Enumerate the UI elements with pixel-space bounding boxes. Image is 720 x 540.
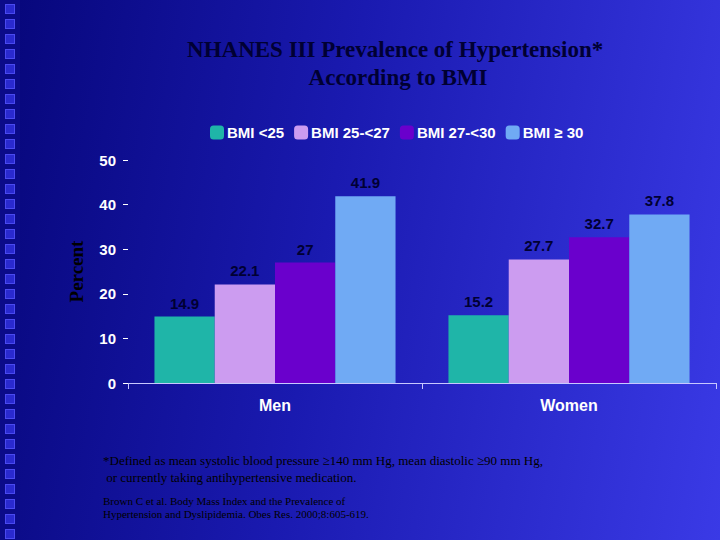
svg-text:14.9: 14.9 [170,295,199,312]
svg-text:30: 30 [99,241,116,258]
svg-text:40: 40 [99,196,116,213]
svg-text:0: 0 [108,375,116,392]
svg-text:BMI 27-<30: BMI 27-<30 [417,124,496,141]
svg-text:BMI <25: BMI <25 [227,124,284,141]
svg-text:Hypertension and Dyslipidemia.: Hypertension and Dyslipidemia. Obes Res.… [103,508,369,520]
svg-text:32.7: 32.7 [585,215,614,232]
svg-text:or currently taking antihypert: or currently taking antihypertensive med… [103,470,356,485]
svg-text:*Defined as mean systolic bloo: *Defined as mean systolic blood pressure… [103,453,543,468]
svg-text:22.1: 22.1 [230,262,259,279]
svg-text:27: 27 [297,241,314,258]
svg-text:Women: Women [540,397,597,414]
svg-text:37.8: 37.8 [645,192,674,209]
svg-text:50: 50 [99,152,116,169]
svg-text:27.7: 27.7 [524,237,553,254]
svg-text:Men: Men [259,397,291,414]
svg-text:BMI ≥ 30: BMI ≥ 30 [523,124,584,141]
svg-text:Brown C et al. Body Mass Index: Brown C et al. Body Mass Index and the P… [103,495,348,507]
svg-text:NHANES III Prevalence of Hyper: NHANES III Prevalence of Hypertension* [187,37,609,62]
svg-text:10: 10 [99,330,116,347]
svg-text:According to BMI: According to BMI [309,65,488,90]
svg-text:20: 20 [99,285,116,302]
svg-text:41.9: 41.9 [351,174,380,191]
svg-text:15.2: 15.2 [464,293,493,310]
svg-text:BMI 25-<27: BMI 25-<27 [311,124,390,141]
svg-text:Percent: Percent [66,240,87,303]
